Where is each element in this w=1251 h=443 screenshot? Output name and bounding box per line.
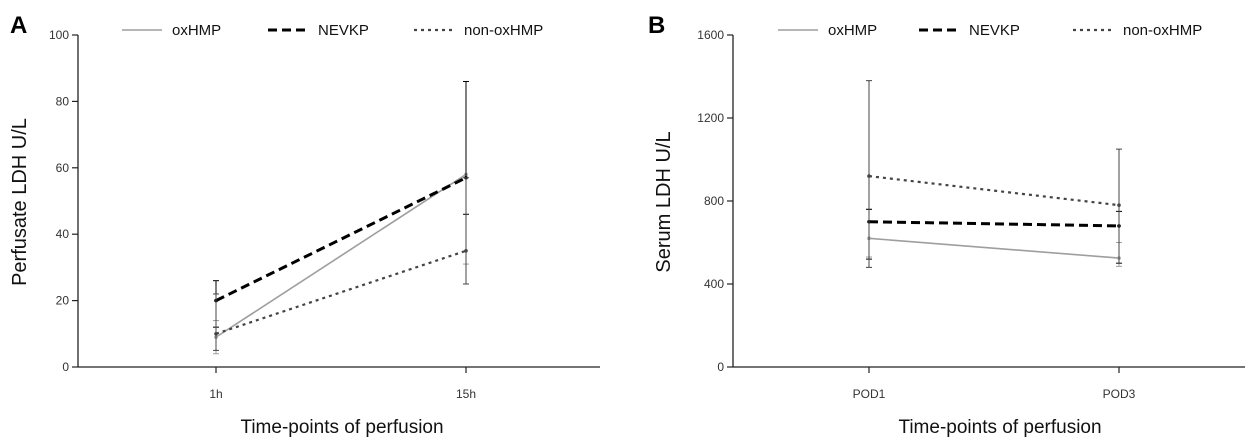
series-line: [215, 173, 467, 338]
data-point: [214, 332, 218, 336]
y-tick-label: 40: [56, 227, 70, 241]
y-tick-label: 400: [704, 277, 724, 291]
series-line: [868, 220, 1120, 228]
y-tick-label: 1200: [697, 111, 724, 125]
legend-entry: non-oxHMP: [1123, 22, 1202, 39]
legend-entry: NEVKP: [969, 22, 1020, 39]
legend-entry: oxHMP: [828, 22, 877, 39]
series-line: [868, 237, 1120, 259]
y-tick-label: 800: [704, 194, 724, 208]
legend-entry: oxHMP: [172, 22, 221, 39]
legend-entry: NEVKP: [318, 22, 369, 39]
data-point: [867, 174, 871, 178]
y-tick-label: 0: [717, 360, 724, 374]
x-tick-label: 15h: [456, 387, 476, 401]
y-tick-label: 100: [49, 28, 69, 42]
x-tick-label: POD1: [853, 387, 886, 401]
legend-entry: non-oxHMP: [464, 22, 543, 39]
series-line: [868, 175, 1120, 207]
y-tick-label: 80: [56, 94, 70, 108]
panel-letter: A: [10, 12, 27, 39]
series-line: [215, 176, 467, 302]
x-tick-label: 1h: [209, 387, 222, 401]
data-point: [464, 249, 468, 253]
series-line: [215, 249, 467, 335]
panel-a: A Perfusate LDH U/L Time-points of perfu…: [9, 12, 600, 438]
y-tick-label: 20: [56, 294, 70, 308]
x-tick-label: POD3: [1103, 387, 1136, 401]
panel-b: B Serum LDH U/L Time-points of perfusion…: [648, 12, 1245, 438]
x-axis-label: Time-points of perfusion: [898, 417, 1101, 438]
data-point: [1117, 203, 1121, 207]
panel-letter: B: [648, 12, 665, 39]
y-tick-label: 0: [62, 360, 69, 374]
y-axis-label: Serum LDH U/L: [653, 131, 675, 272]
y-tick-label: 60: [56, 161, 70, 175]
x-axis-label: Time-points of perfusion: [240, 417, 443, 438]
y-tick-label: 1600: [697, 28, 724, 42]
y-axis-label: Perfusate LDH U/L: [9, 118, 31, 286]
